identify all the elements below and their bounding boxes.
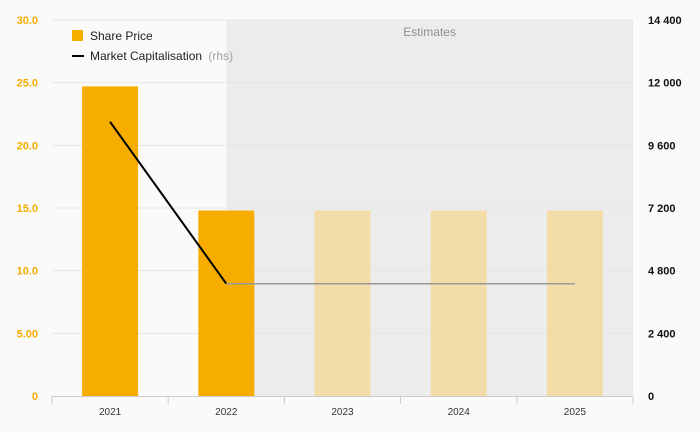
bar-2024: [430, 210, 487, 396]
right-tick-label: 0: [648, 391, 654, 403]
left-axis-ticks: 0 5.00 10.0 15.0 20.0 25.0 30.0: [17, 15, 38, 403]
legend-market-cap-note: (rhs): [208, 49, 233, 63]
market-cap-line: [109, 121, 575, 285]
right-tick-label: 14 400: [648, 15, 682, 27]
left-tick-label: 10.0: [17, 266, 38, 278]
legend-share-price-label: Share Price: [90, 29, 153, 43]
right-tick-label: 12 000: [648, 78, 682, 90]
x-axis: 2021 2022 2023 2024 2025: [51, 396, 634, 418]
bar-2023: [314, 210, 371, 396]
left-tick-label: 30.0: [17, 15, 38, 27]
right-tick-label: 9 600: [648, 140, 676, 152]
bars: [82, 86, 603, 396]
x-tick-label: 2023: [331, 407, 354, 418]
legend: Share Price Market Capitalisation (rhs): [72, 29, 233, 63]
x-tick-label: 2021: [99, 407, 122, 418]
market-cap-segment: [109, 121, 228, 285]
estimates-label: Estimates: [403, 25, 456, 39]
left-tick-label: 5.00: [17, 328, 38, 340]
left-tick-label: 15.0: [17, 203, 38, 215]
left-tick-label: 25.0: [17, 78, 38, 90]
right-axis-ticks: 0 2 400 4 800 7 200 9 600 12 000 14 400: [648, 15, 682, 403]
right-tick-label: 2 400: [648, 328, 676, 340]
x-tick-label: 2025: [564, 407, 587, 418]
right-tick-label: 7 200: [648, 203, 676, 215]
left-tick-label: 20.0: [17, 140, 38, 152]
bar-2025: [546, 210, 603, 396]
x-tick-label: 2024: [448, 407, 471, 418]
x-tick-label: 2022: [215, 407, 238, 418]
legend-share-price-swatch: [72, 30, 83, 41]
legend-market-cap-label: Market Capitalisation: [90, 49, 202, 63]
bar-2022: [198, 210, 255, 396]
svg-text:Market Capitalisation (r: Market Capitalisation (rhs): [90, 49, 233, 63]
bar-2021: [82, 86, 139, 396]
left-tick-label: 0: [32, 391, 38, 403]
right-tick-label: 4 800: [648, 266, 676, 278]
